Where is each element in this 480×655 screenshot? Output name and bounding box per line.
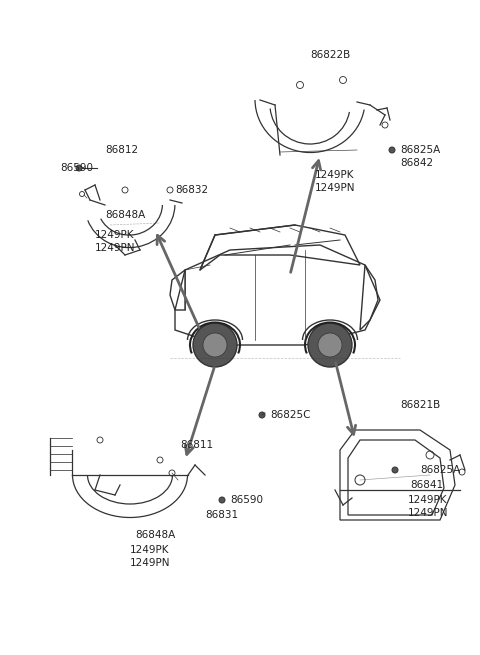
Circle shape <box>259 412 265 418</box>
Text: 1249PK: 1249PK <box>408 495 447 505</box>
Text: 86848A: 86848A <box>135 530 175 540</box>
Text: 86812: 86812 <box>105 145 138 155</box>
Text: 86848A: 86848A <box>105 210 145 220</box>
Circle shape <box>219 497 225 503</box>
Text: 86825A: 86825A <box>420 465 460 475</box>
Text: 86822B: 86822B <box>310 50 350 60</box>
Text: 1249PN: 1249PN <box>408 508 448 518</box>
Text: 86842: 86842 <box>400 158 433 168</box>
Text: 86841: 86841 <box>410 480 443 490</box>
Text: 1249PN: 1249PN <box>95 243 135 253</box>
Text: 86831: 86831 <box>205 510 238 520</box>
Circle shape <box>389 147 395 153</box>
Circle shape <box>308 323 352 367</box>
Circle shape <box>318 333 342 357</box>
Text: 86821B: 86821B <box>400 400 440 410</box>
Text: 86590: 86590 <box>230 495 263 505</box>
Text: 1249PK: 1249PK <box>95 230 134 240</box>
Circle shape <box>392 467 398 473</box>
Text: 1249PK: 1249PK <box>130 545 169 555</box>
Text: 86825C: 86825C <box>270 410 311 420</box>
Circle shape <box>203 333 227 357</box>
Text: 1249PN: 1249PN <box>130 558 170 568</box>
Circle shape <box>76 165 82 171</box>
Text: 86811: 86811 <box>180 440 213 450</box>
Circle shape <box>193 323 237 367</box>
Text: 86832: 86832 <box>175 185 208 195</box>
Text: 86825A: 86825A <box>400 145 440 155</box>
Text: 1249PN: 1249PN <box>315 183 356 193</box>
Text: 86590: 86590 <box>60 163 93 173</box>
Text: 1249PK: 1249PK <box>315 170 355 180</box>
